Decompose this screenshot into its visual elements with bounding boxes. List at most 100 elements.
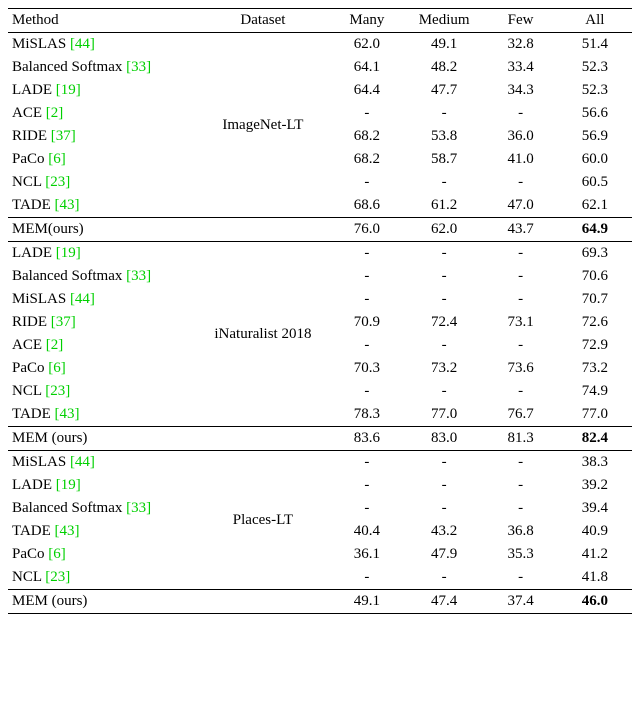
- medium-cell: -: [405, 102, 484, 125]
- method-cell: ACE [2]: [8, 334, 197, 357]
- all-cell: 60.5: [558, 171, 632, 194]
- table-body: MiSLAS [44]ImageNet-LT62.049.132.851.4Ba…: [8, 33, 632, 614]
- citation: [23]: [45, 569, 70, 585]
- dataset-cell: iNaturalist 2018: [197, 242, 329, 427]
- few-cell: 73.1: [483, 311, 557, 334]
- few-cell: 37.4: [483, 590, 557, 614]
- citation: [6]: [48, 546, 66, 562]
- method-cell: MiSLAS [44]: [8, 451, 197, 475]
- method-cell: ACE [2]: [8, 102, 197, 125]
- table-row: LADE [19]iNaturalist 2018---69.3: [8, 242, 632, 266]
- medium-cell: 77.0: [405, 403, 484, 427]
- ours-row: MEM (ours)49.147.437.446.0: [8, 590, 632, 614]
- few-cell: 47.0: [483, 194, 557, 218]
- method-cell: TADE [43]: [8, 403, 197, 427]
- method-name: MiSLAS: [12, 36, 70, 52]
- citation: [19]: [56, 245, 81, 261]
- many-cell: -: [329, 451, 405, 475]
- many-cell: -: [329, 334, 405, 357]
- citation: [23]: [45, 174, 70, 190]
- method-cell: MEM (ours): [8, 590, 197, 614]
- method-cell: Balanced Softmax [33]: [8, 265, 197, 288]
- table-row: MiSLAS [44]Places-LT---38.3: [8, 451, 632, 475]
- citation: [37]: [51, 128, 76, 144]
- many-cell: 36.1: [329, 543, 405, 566]
- many-cell: -: [329, 380, 405, 403]
- all-cell: 40.9: [558, 520, 632, 543]
- many-cell: 68.6: [329, 194, 405, 218]
- method-name: MiSLAS: [12, 291, 70, 307]
- all-cell: 41.2: [558, 543, 632, 566]
- citation: [2]: [46, 337, 64, 353]
- all-cell: 39.2: [558, 474, 632, 497]
- all-cell: 56.6: [558, 102, 632, 125]
- many-cell: 70.3: [329, 357, 405, 380]
- citation: [33]: [126, 59, 151, 75]
- medium-cell: -: [405, 242, 484, 266]
- many-cell: 83.6: [329, 427, 405, 451]
- all-cell: 64.9: [558, 218, 632, 242]
- method-name: RIDE: [12, 128, 51, 144]
- medium-cell: -: [405, 288, 484, 311]
- few-cell: -: [483, 288, 557, 311]
- few-cell: 76.7: [483, 403, 557, 427]
- method-name: LADE: [12, 245, 56, 261]
- citation: [44]: [70, 291, 95, 307]
- col-few: Few: [483, 9, 557, 33]
- medium-cell: -: [405, 265, 484, 288]
- few-cell: -: [483, 566, 557, 590]
- method-cell: TADE [43]: [8, 194, 197, 218]
- medium-cell: -: [405, 380, 484, 403]
- medium-cell: 47.4: [405, 590, 484, 614]
- medium-cell: 47.9: [405, 543, 484, 566]
- method-cell: RIDE [37]: [8, 125, 197, 148]
- few-cell: -: [483, 497, 557, 520]
- citation: [44]: [70, 454, 95, 470]
- many-cell: 64.1: [329, 56, 405, 79]
- many-cell: 76.0: [329, 218, 405, 242]
- all-cell: 73.2: [558, 357, 632, 380]
- many-cell: -: [329, 474, 405, 497]
- all-cell: 82.4: [558, 427, 632, 451]
- medium-cell: -: [405, 474, 484, 497]
- method-name: PaCo: [12, 546, 48, 562]
- method-name: TADE: [12, 406, 55, 422]
- medium-cell: -: [405, 497, 484, 520]
- all-cell: 51.4: [558, 33, 632, 57]
- many-cell: -: [329, 288, 405, 311]
- all-cell: 46.0: [558, 590, 632, 614]
- few-cell: -: [483, 334, 557, 357]
- medium-cell: 49.1: [405, 33, 484, 57]
- method-cell: LADE [19]: [8, 79, 197, 102]
- method-cell: Balanced Softmax [33]: [8, 56, 197, 79]
- few-cell: 41.0: [483, 148, 557, 171]
- medium-cell: -: [405, 566, 484, 590]
- dataset-cell: [197, 590, 329, 614]
- medium-cell: -: [405, 334, 484, 357]
- medium-cell: 83.0: [405, 427, 484, 451]
- few-cell: 32.8: [483, 33, 557, 57]
- all-cell: 52.3: [558, 79, 632, 102]
- citation: [23]: [45, 383, 70, 399]
- col-medium: Medium: [405, 9, 484, 33]
- few-cell: 36.0: [483, 125, 557, 148]
- method-name: Balanced Softmax: [12, 268, 126, 284]
- method-name: Balanced Softmax: [12, 59, 126, 75]
- medium-cell: 43.2: [405, 520, 484, 543]
- medium-cell: 47.7: [405, 79, 484, 102]
- method-cell: TADE [43]: [8, 520, 197, 543]
- few-cell: 35.3: [483, 543, 557, 566]
- many-cell: 70.9: [329, 311, 405, 334]
- many-cell: 68.2: [329, 125, 405, 148]
- all-cell: 52.3: [558, 56, 632, 79]
- citation: [43]: [55, 197, 80, 213]
- method-name: LADE: [12, 477, 56, 493]
- citation: [37]: [51, 314, 76, 330]
- citation: [19]: [56, 82, 81, 98]
- all-cell: 60.0: [558, 148, 632, 171]
- method-name: TADE: [12, 197, 55, 213]
- method-cell: MEM(ours): [8, 218, 197, 242]
- many-cell: -: [329, 102, 405, 125]
- col-many: Many: [329, 9, 405, 33]
- dataset-cell: Places-LT: [197, 451, 329, 590]
